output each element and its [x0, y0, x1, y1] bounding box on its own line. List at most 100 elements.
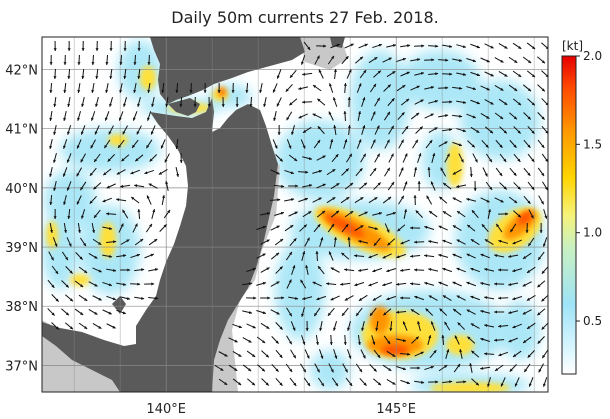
current-arrow — [315, 334, 319, 346]
current-arrow — [456, 267, 466, 273]
current-arrow — [74, 280, 84, 288]
current-arrow — [161, 194, 166, 206]
current-arrow — [316, 295, 327, 301]
current-arrow — [400, 379, 411, 385]
current-arrow — [302, 126, 312, 134]
current-arrow — [484, 268, 495, 272]
current-arrow — [49, 54, 53, 66]
current-arrow — [456, 210, 466, 218]
current-arrow — [151, 97, 155, 107]
current-arrow — [369, 307, 377, 317]
current-arrow — [480, 85, 490, 91]
current-arrow — [400, 268, 411, 272]
current-arrow — [480, 112, 490, 120]
current-arrow — [77, 54, 81, 66]
current-arrow — [341, 168, 350, 176]
current-arrow — [106, 268, 117, 272]
current-arrow — [302, 210, 312, 218]
current-arrow — [484, 352, 495, 356]
current-arrow — [498, 212, 509, 216]
current-arrow — [270, 198, 281, 202]
current-arrow — [242, 337, 252, 343]
current-arrow — [402, 181, 408, 191]
current-arrow — [63, 139, 68, 149]
current-arrow — [344, 268, 355, 272]
current-arrow — [355, 56, 364, 64]
current-arrow — [512, 350, 522, 358]
current-arrow — [522, 309, 532, 315]
current-arrow — [467, 140, 476, 148]
current-arrow — [398, 139, 405, 149]
current-arrow — [328, 363, 334, 373]
current-arrow — [372, 211, 383, 216]
current-arrow — [368, 253, 378, 259]
current-arrow — [396, 84, 406, 92]
current-arrow — [261, 378, 270, 386]
current-arrow — [175, 82, 179, 94]
current-arrow — [415, 126, 424, 134]
current-arrow — [452, 281, 462, 287]
current-arrow — [53, 181, 57, 191]
current-arrow — [541, 265, 548, 275]
current-arrow — [513, 126, 522, 134]
current-arrow — [49, 167, 53, 177]
current-arrow — [444, 321, 451, 331]
current-arrow — [428, 127, 438, 133]
current-arrow — [439, 196, 448, 204]
current-arrow — [494, 85, 504, 91]
current-arrow — [386, 379, 396, 385]
current-arrow — [133, 54, 137, 66]
current-arrow — [466, 281, 477, 287]
current-arrow — [326, 168, 336, 176]
current-arrow — [242, 282, 253, 286]
current-arrow — [374, 97, 381, 107]
current-arrow — [122, 125, 128, 135]
current-arrow — [513, 182, 522, 190]
current-arrow — [116, 169, 126, 175]
current-arrow — [327, 307, 335, 317]
current-arrow — [425, 139, 433, 149]
current-arrow — [341, 223, 349, 233]
current-arrow — [317, 265, 325, 275]
current-arrow — [472, 153, 478, 163]
current-arrow — [374, 153, 381, 163]
lon-axis: 140°E 145°E — [146, 402, 416, 417]
current-arrow — [179, 152, 183, 164]
current-arrow — [134, 154, 144, 162]
current-arrow — [313, 307, 321, 317]
current-arrow — [121, 154, 130, 162]
current-arrow — [424, 113, 434, 119]
current-arrow — [442, 380, 453, 384]
current-arrow — [298, 86, 309, 90]
current-arrow — [343, 334, 347, 346]
current-arrow — [123, 97, 128, 107]
current-arrow — [355, 363, 363, 373]
current-arrow — [512, 42, 522, 50]
current-arrow — [417, 180, 421, 192]
current-arrow — [270, 309, 280, 315]
current-arrow — [539, 222, 543, 234]
current-arrow — [410, 254, 421, 258]
current-arrow — [484, 43, 494, 49]
current-arrow — [361, 321, 365, 331]
current-arrow — [410, 226, 421, 230]
current-arrow — [522, 252, 532, 260]
current-arrow — [410, 85, 420, 91]
current-arrow — [401, 125, 409, 135]
current-arrow — [102, 168, 112, 176]
current-arrow — [344, 182, 354, 190]
current-arrow — [347, 124, 351, 136]
current-arrow — [412, 139, 419, 149]
current-arrow — [508, 310, 519, 315]
current-arrow — [442, 182, 452, 190]
current-arrow — [428, 380, 439, 384]
current-arrow — [481, 223, 489, 233]
current-arrow — [53, 208, 57, 220]
current-arrow — [357, 111, 362, 121]
current-arrow — [289, 98, 298, 106]
current-arrow — [175, 167, 180, 177]
current-arrow — [509, 112, 518, 120]
colorbar-tick-label: 2.0 — [583, 49, 602, 63]
current-arrow — [256, 336, 266, 344]
current-arrow — [508, 254, 519, 258]
